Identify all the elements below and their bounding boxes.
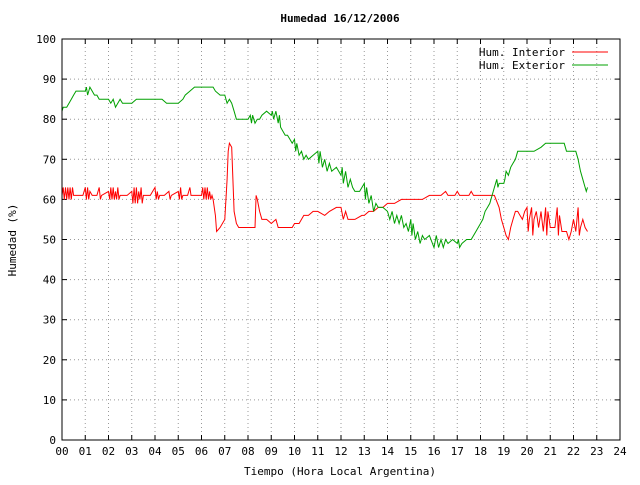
x-tick-label: 08 — [241, 445, 254, 458]
x-tick-label: 22 — [567, 445, 580, 458]
x-tick-label: 18 — [474, 445, 487, 458]
y-tick-label: 90 — [43, 73, 56, 86]
x-tick-label: 13 — [358, 445, 371, 458]
x-tick-label: 19 — [497, 445, 510, 458]
series-line-exterior — [61, 85, 588, 250]
x-tick-label: 10 — [288, 445, 301, 458]
x-tick-label: 16 — [427, 445, 440, 458]
x-tick-label: 21 — [544, 445, 557, 458]
y-tick-label: 70 — [43, 153, 56, 166]
series-layer — [61, 85, 588, 250]
x-tick-label: 03 — [125, 445, 138, 458]
y-tick-label: 20 — [43, 354, 56, 367]
series-line-interior — [61, 141, 588, 242]
y-tick-label: 10 — [43, 394, 56, 407]
grid-layer — [62, 39, 620, 440]
plot-frame — [61, 38, 621, 441]
x-tick-label: 07 — [218, 445, 231, 458]
x-tick-label: 11 — [311, 445, 324, 458]
x-tick-label: 00 — [55, 445, 68, 458]
chart-title: Humedad 16/12/2006 — [280, 12, 400, 25]
x-tick-label: 12 — [334, 445, 347, 458]
x-tick-label: 20 — [520, 445, 533, 458]
y-tick-label: 50 — [43, 234, 56, 247]
y-tick-label: 0 — [49, 434, 56, 447]
x-tick-label: 05 — [172, 445, 185, 458]
y-tick-label: 60 — [43, 193, 56, 206]
x-tick-label: 17 — [451, 445, 464, 458]
x-axis-label: Tiempo (Hora Local Argentina) — [244, 465, 436, 478]
y-tick-label: 40 — [43, 274, 56, 287]
x-tick-label: 15 — [404, 445, 417, 458]
x-tick-label: 01 — [79, 445, 92, 458]
x-tick-label: 23 — [590, 445, 603, 458]
x-tick-label: 02 — [102, 445, 115, 458]
legend-label: Hum. Exterior — [479, 59, 565, 72]
legend-label: Hum. Interior — [479, 46, 565, 59]
x-tick-label: 06 — [195, 445, 208, 458]
x-tick-label: 24 — [613, 445, 627, 458]
y-tick-label: 80 — [43, 113, 56, 126]
y-axis-label: Humedad (%) — [6, 204, 19, 277]
y-tick-label: 100 — [36, 33, 56, 46]
y-tick-label: 30 — [43, 314, 56, 327]
tick-layer: 0 10 20 30 40 50 60 70 80 90 100 00 01 02 03 04 05 06 07 08… — [36, 33, 627, 458]
x-tick-label: 09 — [265, 445, 278, 458]
x-tick-label: 14 — [381, 445, 395, 458]
x-tick-label: 04 — [148, 445, 162, 458]
